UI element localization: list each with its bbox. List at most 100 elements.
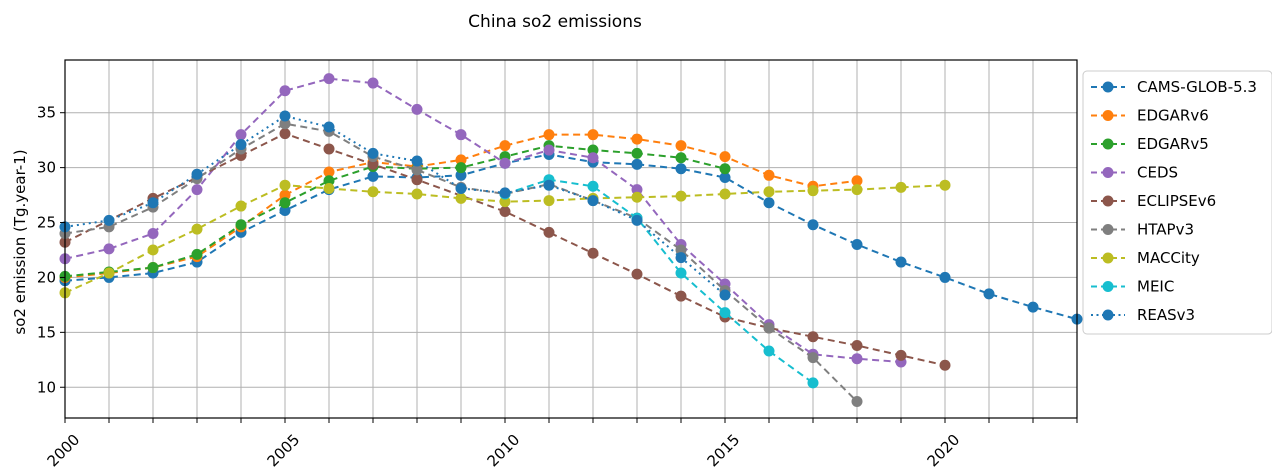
data-point-maccity xyxy=(851,184,863,196)
data-point-edgarv5 xyxy=(235,219,247,231)
data-point-reasv3 xyxy=(719,289,731,301)
series-cams-glob-5-3 xyxy=(59,148,1083,325)
data-point-cams-glob-5-3 xyxy=(675,163,687,175)
legend-item-meic: MEIC xyxy=(1091,278,1174,296)
data-point-edgarv5 xyxy=(191,248,203,260)
data-point-eclipsev6 xyxy=(939,359,951,371)
series-eclipsev6 xyxy=(59,128,951,371)
data-point-edgarv6 xyxy=(763,169,775,181)
data-point-reasv3 xyxy=(499,187,511,199)
data-point-htapv3 xyxy=(675,244,687,256)
data-point-cams-glob-5-3 xyxy=(719,172,731,184)
y-axis-label: so2 emission (Tg.year-1) xyxy=(11,149,29,334)
data-point-meic xyxy=(719,307,731,319)
legend: CAMS-GLOB-5.3 EDGARv6 EDGARv5 CEDS ECLIPSEv6… xyxy=(1082,70,1272,335)
data-point-ceds xyxy=(235,129,247,141)
data-point-cams-glob-5-3 xyxy=(983,288,995,300)
data-point-ceds xyxy=(631,184,643,196)
data-point-reasv3 xyxy=(675,252,687,264)
legend-item-edgarv5: EDGARv5 xyxy=(1091,135,1209,153)
data-point-maccity xyxy=(499,196,511,208)
legend-label-reasv3: REASv3 xyxy=(1137,306,1195,324)
legend-label-ceds: CEDS xyxy=(1137,164,1178,182)
data-point-cams-glob-5-3 xyxy=(1027,301,1039,313)
series-ceds xyxy=(59,73,907,368)
data-point-ceds xyxy=(411,103,423,115)
data-point-reasv3 xyxy=(279,110,291,122)
data-point-edgarv5 xyxy=(675,152,687,164)
data-point-maccity xyxy=(411,188,423,200)
data-point-ceds xyxy=(455,129,467,141)
y-tick-label: 15 xyxy=(37,323,56,341)
data-point-edgarv5 xyxy=(719,163,731,175)
y-tick-label: 10 xyxy=(37,378,56,396)
data-point-htapv3 xyxy=(851,396,863,408)
data-point-eclipsev6 xyxy=(807,331,819,343)
data-point-reasv3 xyxy=(631,214,643,226)
data-point-edgarv6 xyxy=(851,175,863,187)
data-point-maccity xyxy=(235,200,247,212)
data-point-reasv3 xyxy=(587,195,599,207)
x-tick-label: 2005 xyxy=(264,431,304,467)
data-point-eclipsev6 xyxy=(675,290,687,302)
data-point-edgarv6 xyxy=(587,129,599,141)
y-tick-label: 25 xyxy=(37,214,56,232)
data-point-eclipsev6 xyxy=(499,206,511,218)
data-point-htapv3 xyxy=(279,118,291,130)
legend-item-ceds: CEDS xyxy=(1091,164,1178,182)
legend-marker-meic xyxy=(1102,281,1114,292)
y-tick-label: 35 xyxy=(37,104,56,122)
legend-label-meic: MEIC xyxy=(1137,278,1174,296)
data-point-eclipsev6 xyxy=(851,340,863,352)
data-point-ceds xyxy=(367,77,379,89)
data-point-htapv3 xyxy=(411,164,423,176)
data-point-htapv3 xyxy=(763,322,775,334)
legend-item-eclipsev6: ECLIPSEv6 xyxy=(1091,192,1216,210)
data-point-maccity xyxy=(147,244,159,256)
legend-label-eclipsev6: ECLIPSEv6 xyxy=(1137,192,1216,210)
data-point-ceds xyxy=(279,85,291,97)
data-point-meic xyxy=(807,377,819,389)
data-point-ceds xyxy=(323,73,335,85)
data-point-cams-glob-5-3 xyxy=(455,169,467,181)
legend-marker-htapv3 xyxy=(1102,224,1114,235)
data-point-reasv3 xyxy=(235,139,247,151)
data-point-maccity xyxy=(895,181,907,193)
data-point-cams-glob-5-3 xyxy=(851,238,863,250)
data-point-edgarv6 xyxy=(675,140,687,152)
legend-item-maccity: MACCity xyxy=(1091,249,1200,267)
data-point-maccity xyxy=(807,185,819,197)
data-point-meic xyxy=(675,267,687,279)
chart-title: China so2 emissions xyxy=(468,12,642,32)
data-point-cams-glob-5-3 xyxy=(279,204,291,216)
data-point-ceds xyxy=(543,144,555,156)
legend-marker-ceds xyxy=(1102,167,1114,178)
data-point-maccity xyxy=(763,186,775,198)
data-point-edgarv5 xyxy=(455,162,467,174)
data-point-eclipsev6 xyxy=(895,349,907,361)
data-point-meic xyxy=(587,180,599,192)
x-tick-label: 2020 xyxy=(924,431,964,467)
x-tick-label: 2015 xyxy=(704,431,744,467)
data-point-edgarv6 xyxy=(499,140,511,152)
data-point-maccity xyxy=(103,267,115,279)
series-line-cams-glob-5-3 xyxy=(64,153,1078,321)
data-point-ceds xyxy=(851,353,863,365)
series-line-edgarv5 xyxy=(64,144,726,278)
plot-area-frame xyxy=(64,59,1078,419)
x-tick-label: 2000 xyxy=(44,431,84,467)
data-point-eclipsev6 xyxy=(587,247,599,259)
legend-marker-edgarv6 xyxy=(1102,110,1114,121)
data-point-maccity xyxy=(631,191,643,203)
data-point-maccity xyxy=(939,179,951,191)
legend-frame xyxy=(1082,70,1272,335)
grid xyxy=(64,60,1078,418)
data-point-ceds xyxy=(587,152,599,164)
data-point-edgarv5 xyxy=(631,147,643,159)
data-point-edgarv6 xyxy=(323,166,335,178)
data-point-maccity xyxy=(191,223,203,235)
data-point-edgarv6 xyxy=(719,151,731,163)
series-line-meic xyxy=(504,178,814,384)
legend-label-cams-glob-5-3: CAMS-GLOB-5.3 xyxy=(1137,78,1257,96)
data-point-edgarv5 xyxy=(587,144,599,156)
